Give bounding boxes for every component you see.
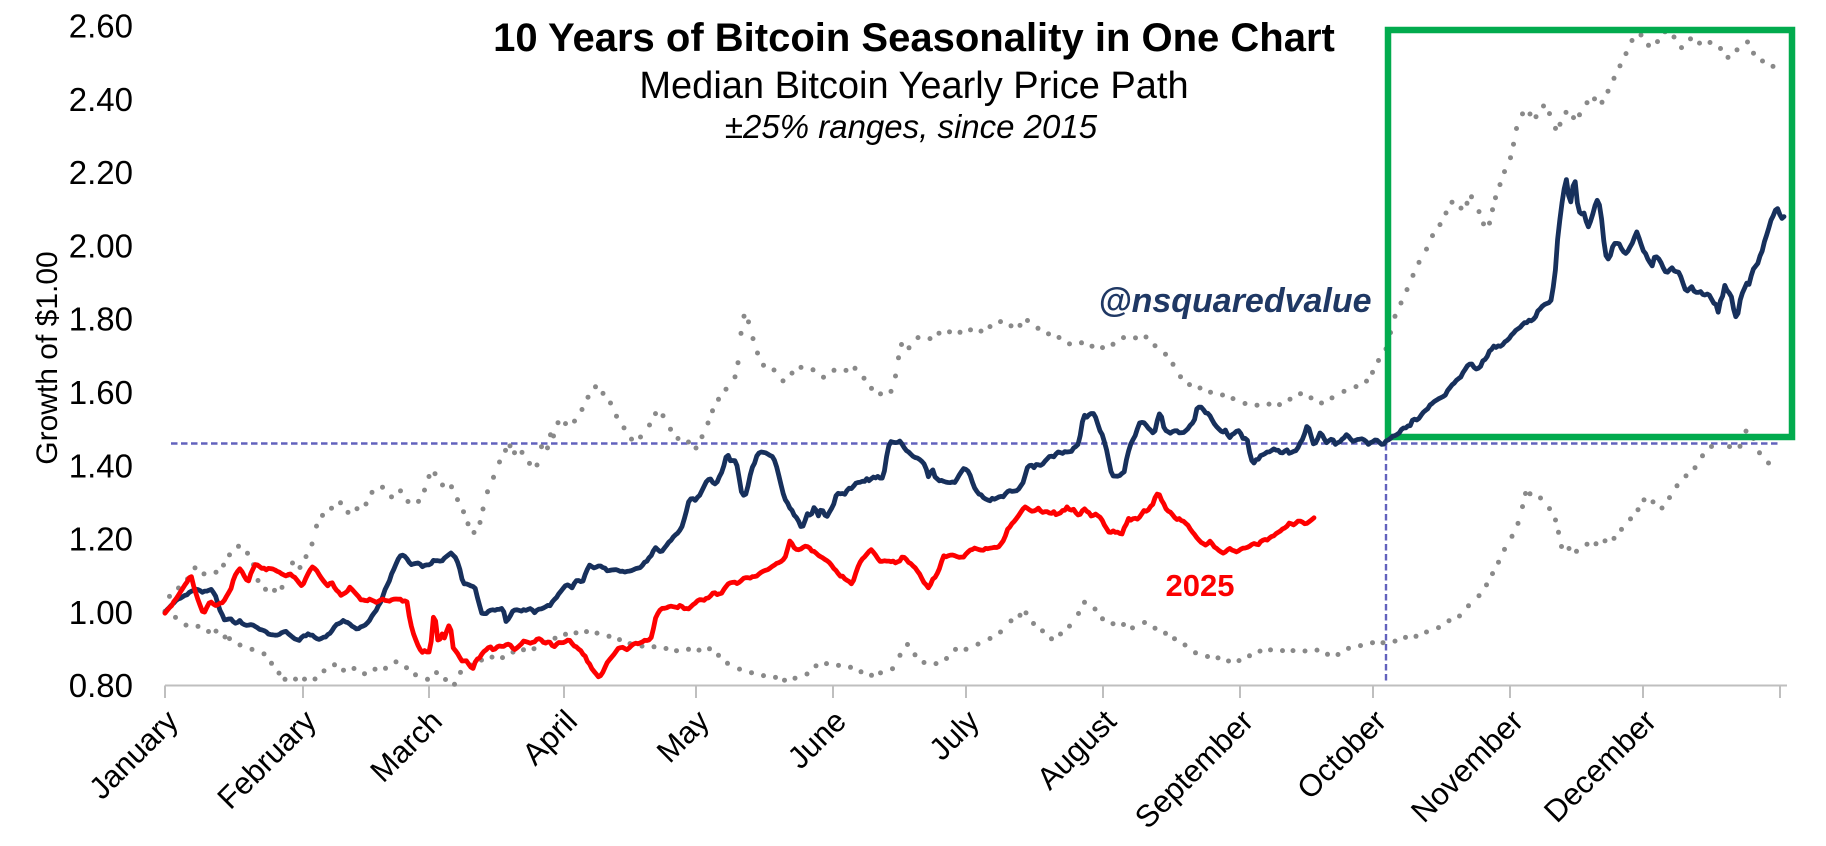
svg-text:1.20: 1.20	[69, 521, 133, 558]
svg-text:2.40: 2.40	[69, 81, 133, 118]
svg-text:0.80: 0.80	[69, 667, 133, 704]
svg-text:2.60: 2.60	[69, 8, 133, 45]
svg-text:1.40: 1.40	[69, 447, 133, 484]
svg-text:±25% ranges, since 2015: ±25% ranges, since 2015	[725, 108, 1098, 145]
svg-text:1.60: 1.60	[69, 374, 133, 411]
svg-text:10 Years of Bitcoin Seasonalit: 10 Years of Bitcoin Seasonality in One C…	[493, 16, 1335, 60]
svg-text:Growth of $1.00: Growth of $1.00	[31, 251, 64, 464]
svg-text:2.20: 2.20	[69, 154, 133, 191]
svg-text:1.80: 1.80	[69, 301, 133, 338]
svg-text:Median Bitcoin Yearly Price Pa: Median Bitcoin Yearly Price Path	[639, 65, 1188, 107]
svg-text:@nsquaredvalue: @nsquaredvalue	[1098, 282, 1371, 320]
svg-text:2.00: 2.00	[69, 227, 133, 264]
svg-text:1.00: 1.00	[69, 594, 133, 631]
svg-text:2025: 2025	[1166, 568, 1235, 603]
